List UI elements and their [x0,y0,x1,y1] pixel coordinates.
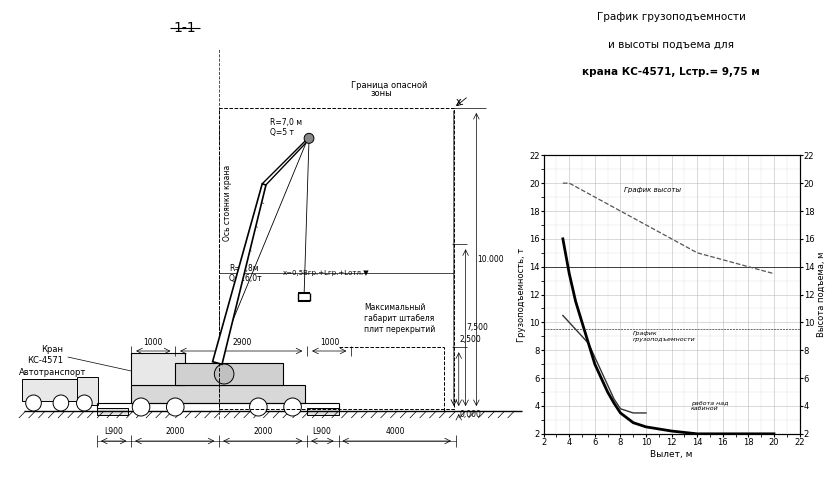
Text: График высоты: График высоты [624,187,681,193]
Text: 10.000: 10.000 [477,255,504,264]
Text: 2000: 2000 [165,427,185,436]
Text: 0,000: 0,000 [460,411,482,420]
Y-axis label: Высота подъема, м: Высота подъема, м [817,252,826,337]
Text: L900: L900 [104,427,123,436]
Text: 4000: 4000 [385,427,405,436]
Bar [76,377,98,405]
Bar [175,363,283,385]
Bar [307,408,338,415]
Circle shape [133,398,150,416]
Text: Q=5 т: Q=5 т [270,129,294,138]
Text: работа над
кабиной: работа над кабиной [690,401,728,411]
Text: Максимальный
габарит штабеля
плит перекрытий: Максимальный габарит штабеля плит перекр… [364,303,435,334]
Text: Ось стоянки крана: Ось стоянки крана [223,165,232,241]
Text: 2900: 2900 [232,338,252,347]
Text: зоны: зоны [371,89,393,98]
Text: Автотранспорт: Автотранспорт [19,368,86,377]
Text: 1000: 1000 [320,338,340,347]
Circle shape [215,364,234,384]
Polygon shape [263,138,310,185]
Circle shape [284,398,301,416]
Circle shape [53,395,69,411]
Text: L900: L900 [312,427,331,436]
Text: 1-1: 1-1 [174,21,196,35]
Circle shape [166,398,184,416]
Text: Q=16,0т: Q=16,0т [229,274,263,282]
Text: 2,500: 2,500 [460,335,482,345]
Text: R=7,0 м: R=7,0 м [270,118,302,128]
Circle shape [26,395,41,411]
Text: 7,500: 7,500 [466,323,488,332]
Text: R=3,8м: R=3,8м [229,263,258,273]
Circle shape [76,395,92,411]
X-axis label: Вылет, м: Вылет, м [650,450,693,459]
Bar [131,353,185,385]
Text: 1000: 1000 [143,338,163,347]
Y-axis label: Грузоподъемность, т: Грузоподъемность, т [517,247,526,342]
Text: Кран
КС-4571: Кран КС-4571 [27,345,63,365]
Text: крана КС-4571, Lстр.= 9,75 м: крана КС-4571, Lстр.= 9,75 м [582,67,760,76]
Text: x: x [456,97,461,107]
Polygon shape [212,184,266,364]
Text: x=0,5Вгр.+Lгр.+Lотл.▼: x=0,5Вгр.+Lгр.+Lотл.▼ [283,270,369,276]
Circle shape [305,133,314,143]
Bar [97,408,128,415]
Text: Граница опасной: Граница опасной [352,81,428,90]
Text: и высоты подъема для: и высоты подъема для [608,39,734,49]
Bar [131,385,305,403]
Text: График грузоподъемности: График грузоподъемности [597,12,746,22]
Text: 2000: 2000 [253,427,273,436]
Circle shape [249,398,267,416]
Bar [219,108,454,409]
Text: График
грузоподъемности: График грузоподъемности [633,331,696,342]
Bar [22,379,88,401]
